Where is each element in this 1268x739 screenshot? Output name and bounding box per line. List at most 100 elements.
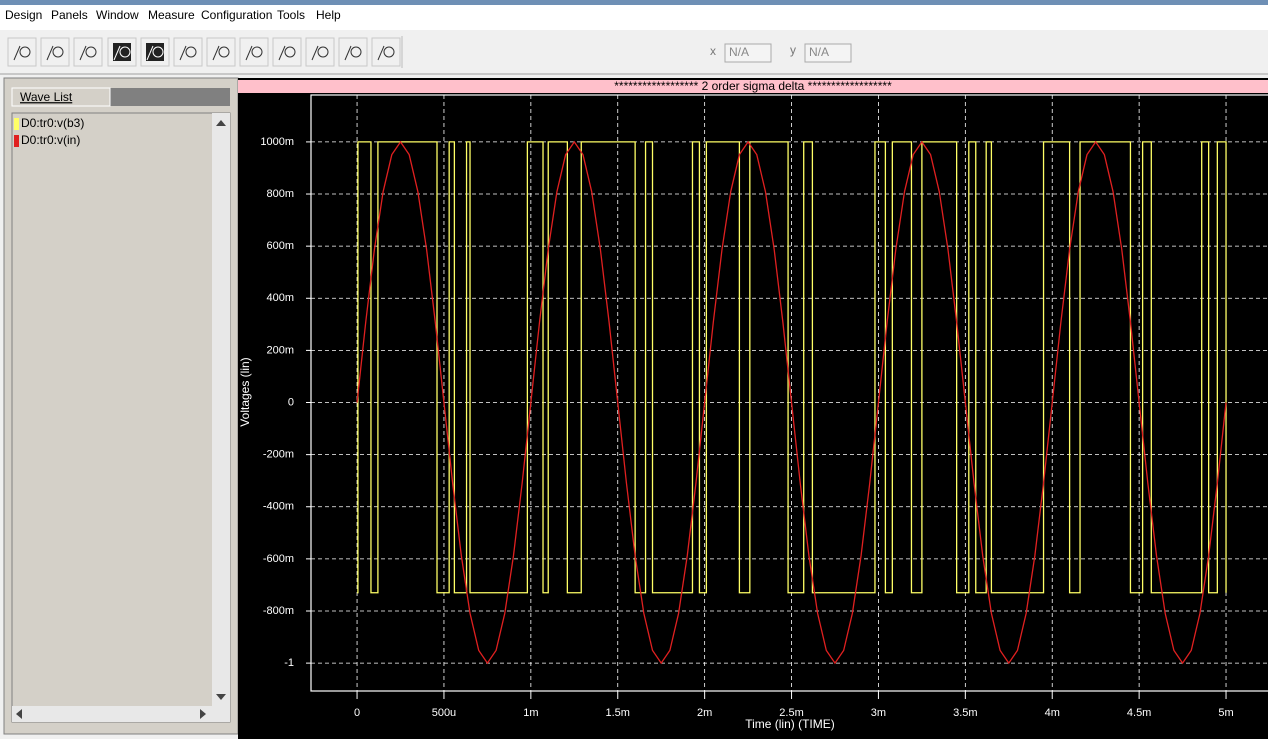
x-tick-label: 1.5m <box>606 707 630 719</box>
tool-icon <box>284 46 296 58</box>
tool-icon <box>344 45 352 61</box>
tool-icon <box>278 45 286 61</box>
x-tick-label: 3.5m <box>953 707 977 719</box>
tool-icon <box>350 46 362 58</box>
plot: 1000m 800m 600m 400m 200m 0 -200m -400m -600m -80… <box>260 94 1268 719</box>
x-tick-label: 4.5m <box>1127 707 1151 719</box>
series-line <box>357 141 1227 594</box>
tool-icon <box>79 45 87 61</box>
tool-icon <box>113 43 131 61</box>
v-scrollbar[interactable] <box>212 113 230 722</box>
x-tick-label: 2m <box>697 707 712 719</box>
scroll-down[interactable] <box>216 694 226 700</box>
tool-icon <box>52 46 64 58</box>
h-scrollbar[interactable] <box>12 706 212 722</box>
plot-frame <box>310 94 1268 692</box>
tab-label: Wave List <box>20 90 73 104</box>
scroll-up[interactable] <box>216 120 226 126</box>
x-tick-label: 5m <box>1218 707 1233 719</box>
tool-icon <box>13 45 21 61</box>
tool-button[interactable] <box>305 37 335 67</box>
y-tick-label: 0 <box>288 396 294 408</box>
tool-icon <box>245 45 253 61</box>
tool-button[interactable] <box>73 37 103 67</box>
tool-icon <box>311 45 319 61</box>
menu-item[interactable]: Measure <box>148 8 195 22</box>
x-tick-label: 2.5m <box>779 707 803 719</box>
y-axis-title: Voltages (lin) <box>238 357 252 426</box>
scroll-right[interactable] <box>200 709 206 719</box>
menu-item[interactable]: Window <box>96 8 139 22</box>
y-tick-label: 400m <box>266 292 294 304</box>
tool-icon <box>46 45 54 61</box>
x-axis-title: Time (lin) (TIME) <box>745 717 835 731</box>
x-tick-label: 4m <box>1045 707 1060 719</box>
tool-icon <box>146 45 154 61</box>
tool-icon <box>19 46 31 58</box>
tool-icon <box>212 45 220 61</box>
y-label: y <box>790 43 796 57</box>
y-tick-label: 800m <box>266 188 294 200</box>
tool-button[interactable] <box>173 37 203 67</box>
menu: Design Panels Window Measure Configurati… <box>5 8 341 22</box>
scroll-left[interactable] <box>16 709 22 719</box>
tool-button[interactable] <box>272 37 302 67</box>
tool-icon <box>377 45 385 61</box>
y-tick-label: 1000m <box>260 136 294 148</box>
tool-icon <box>119 46 131 58</box>
y-tick-label: -600m <box>263 553 294 565</box>
tool-button[interactable] <box>371 37 401 67</box>
legend-swatch <box>14 135 19 147</box>
tool-button[interactable] <box>239 37 269 67</box>
menu-item[interactable]: Design <box>5 8 42 22</box>
menu-bar <box>0 5 1268 30</box>
tool-icon <box>317 46 329 58</box>
x-tick-label: 1m <box>523 707 538 719</box>
tool-icon <box>146 43 164 61</box>
y-tick-label: -800m <box>263 605 294 617</box>
menu-item[interactable]: Tools <box>277 8 305 22</box>
tool-button[interactable] <box>206 37 236 67</box>
tool-button[interactable] <box>338 37 368 67</box>
tool-button[interactable] <box>40 37 70 67</box>
menu-item[interactable]: Help <box>316 8 341 22</box>
tool-icon <box>218 46 230 58</box>
x-tick-label: 500u <box>432 707 456 719</box>
x-value: N/A <box>729 45 749 59</box>
chart-title: ****************** 2 order sigma delta *… <box>614 79 892 93</box>
tool-icon <box>179 45 187 61</box>
tool-icon <box>113 45 121 61</box>
tool-button[interactable] <box>7 37 37 67</box>
menu-item[interactable]: Panels <box>51 8 88 22</box>
tool-icon <box>152 46 164 58</box>
toolbar-buttons <box>7 36 403 68</box>
x-tick-label: 0 <box>354 707 360 719</box>
y-tick-label: -200m <box>263 449 294 461</box>
chart-panel <box>238 78 1268 739</box>
legend-label[interactable]: D0:tr0:v(in) <box>21 133 80 147</box>
legend: D0:tr0:v(b3) D0:tr0:v(in) <box>14 116 84 147</box>
y-tick-label: 600m <box>266 240 294 252</box>
legend-label[interactable]: D0:tr0:v(b3) <box>21 116 84 130</box>
x-tick-label: 3m <box>871 707 886 719</box>
title-bar <box>238 80 1268 93</box>
tool-icon <box>251 46 263 58</box>
menu-item[interactable]: Configuration <box>201 8 272 22</box>
y-field[interactable] <box>804 43 852 63</box>
legend-swatch <box>14 118 19 130</box>
wave-list <box>11 112 231 723</box>
x-field[interactable] <box>724 43 772 63</box>
title-strip <box>0 0 1268 5</box>
y-tick-label: -400m <box>263 501 294 513</box>
series-line <box>356 140 1227 665</box>
y-tick-label: 200m <box>266 344 294 356</box>
tool-icon <box>185 46 197 58</box>
x-label: x <box>710 44 716 58</box>
tool-icon <box>383 46 395 58</box>
y-value: N/A <box>809 45 829 59</box>
y-tick-label: -1 <box>284 657 294 669</box>
tab[interactable] <box>11 87 111 107</box>
tool-icon <box>85 46 97 58</box>
